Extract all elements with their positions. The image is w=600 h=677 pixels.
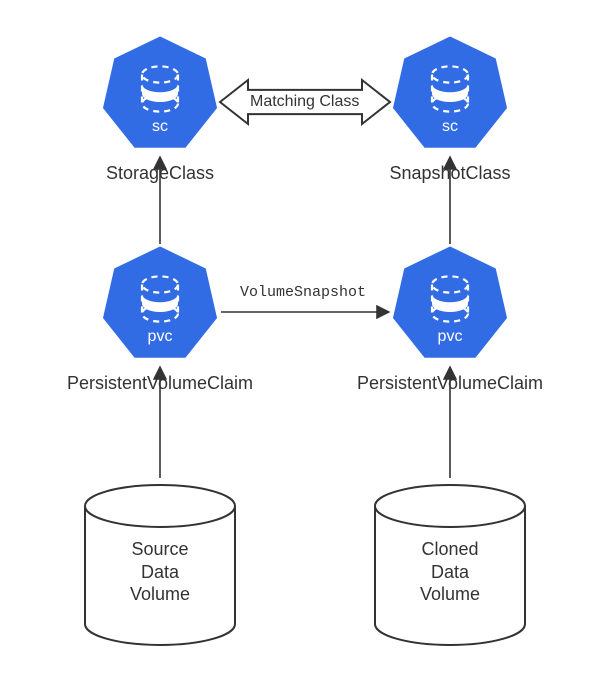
cloned-volume-label-line2: Data [431,562,469,582]
pvc-left-hex-icon-token: pvc [148,328,173,345]
cloned-volume-label: Cloned Data Volume [375,538,525,606]
pvc-left-hex-icon: pvc [104,247,217,357]
source-volume-label: Source Data Volume [85,538,235,606]
matching-class-label: Matching Class [250,93,359,111]
snapshot-class-hex-icon: sc [394,37,507,147]
pvc-right-label: PersistentVolumeClaim [330,373,570,394]
volume-snapshot-edge-label: VolumeSnapshot [240,284,366,301]
pvc-left-label: PersistentVolumeClaim [40,373,280,394]
pvc-right-hex-icon: pvc [394,247,507,357]
storage-class-label: StorageClass [60,163,260,184]
storage-class-hex-icon: sc [104,37,217,147]
snapshot-class-hex-icon-token: sc [442,118,458,135]
snapshot-class-label: SnapshotClass [350,163,550,184]
storage-class-hex-icon-token: sc [152,118,168,135]
source-volume-label-line3: Volume [130,584,190,604]
cloned-volume-label-line1: Cloned [421,539,478,559]
source-volume-label-line2: Data [141,562,179,582]
source-volume-label-line1: Source [131,539,188,559]
diagram-root: sc sc pvc pvc StorageClass SnapshotClass Pe… [0,0,600,677]
pvc-right-hex-icon-token: pvc [438,328,463,345]
cloned-volume-label-line3: Volume [420,584,480,604]
